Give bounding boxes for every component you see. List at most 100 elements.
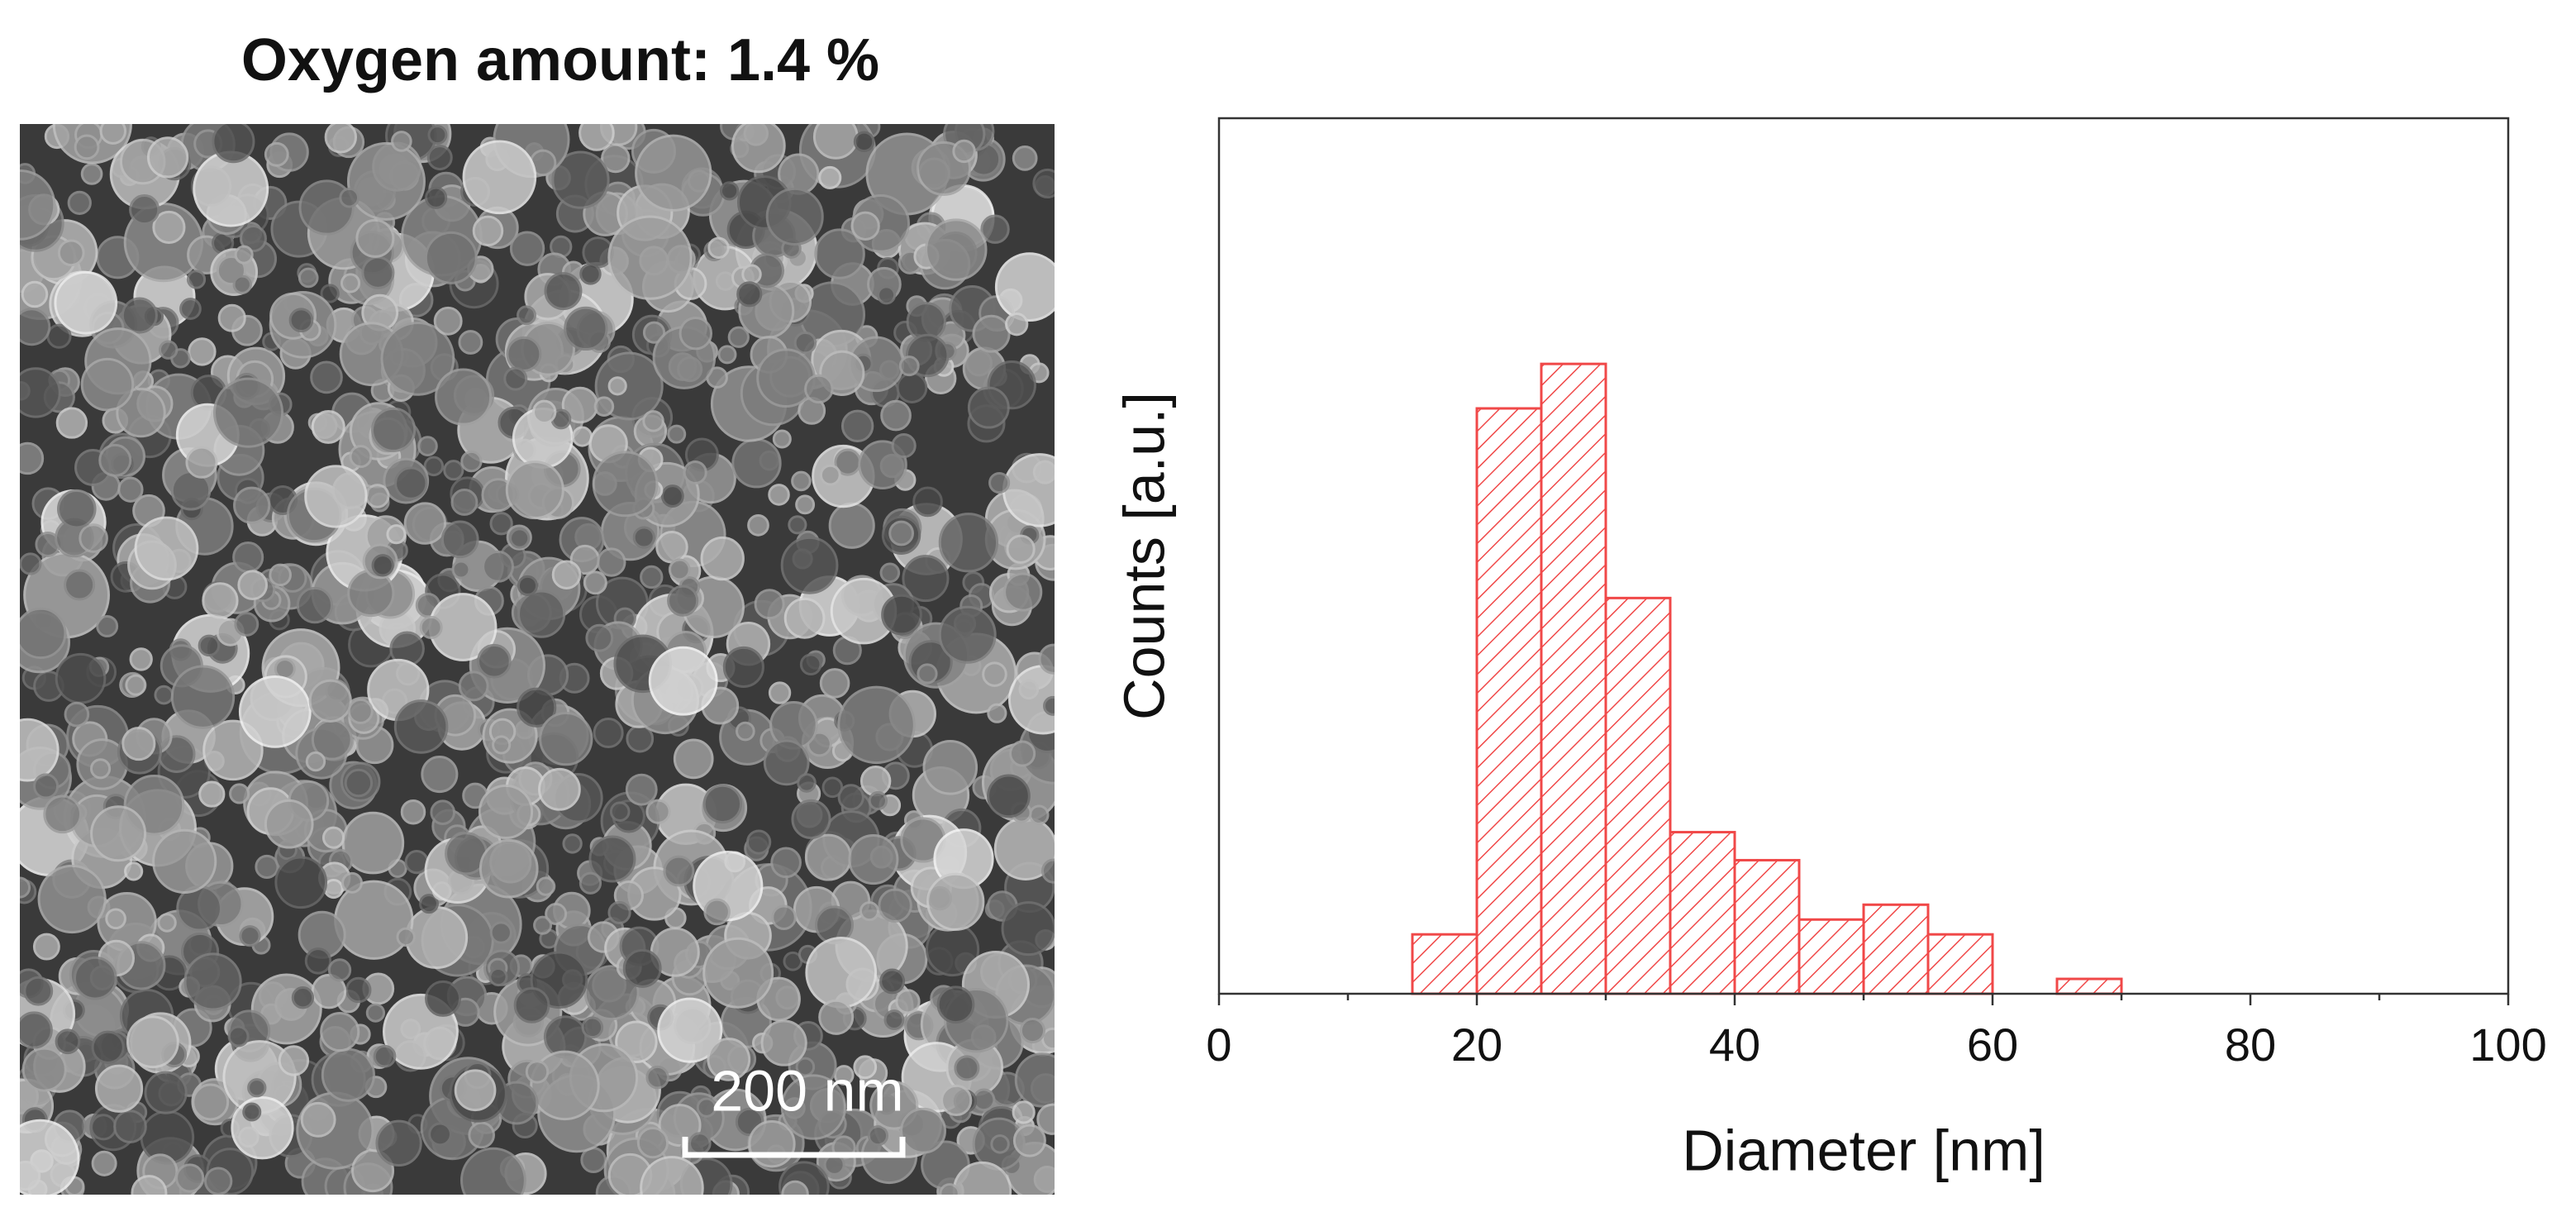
particle bbox=[812, 124, 859, 160]
particle bbox=[636, 1127, 669, 1159]
particle bbox=[896, 372, 928, 403]
particle bbox=[922, 739, 978, 795]
particle bbox=[229, 783, 250, 804]
particle bbox=[489, 921, 512, 944]
particle bbox=[642, 321, 666, 344]
bar bbox=[2055, 977, 2123, 995]
particle bbox=[304, 947, 332, 975]
particle bbox=[967, 386, 1010, 429]
particle bbox=[579, 871, 602, 895]
particle bbox=[1005, 313, 1029, 336]
particle bbox=[79, 523, 108, 553]
bar bbox=[1669, 831, 1736, 995]
particle bbox=[609, 801, 631, 823]
particle bbox=[403, 502, 447, 545]
particle bbox=[895, 989, 921, 1014]
particle bbox=[341, 871, 363, 894]
particle bbox=[424, 231, 478, 284]
particle bbox=[632, 526, 655, 549]
particle bbox=[121, 297, 158, 334]
particle bbox=[393, 699, 449, 754]
particle bbox=[364, 484, 390, 508]
particle bbox=[232, 274, 252, 294]
particle bbox=[54, 270, 118, 335]
particle bbox=[492, 735, 512, 755]
particle bbox=[1001, 901, 1055, 957]
particle bbox=[793, 331, 817, 355]
particle bbox=[717, 345, 737, 365]
particle bbox=[32, 933, 60, 961]
x-tick-label: 20 bbox=[1451, 1019, 1502, 1071]
particle bbox=[320, 284, 340, 303]
particle bbox=[994, 252, 1055, 322]
particle bbox=[428, 1122, 452, 1147]
particle bbox=[754, 589, 785, 620]
particle bbox=[683, 460, 707, 485]
particle bbox=[99, 124, 127, 145]
particle bbox=[477, 643, 512, 679]
x-tick-label: 60 bbox=[1967, 1019, 2018, 1071]
particle bbox=[883, 1009, 905, 1031]
particle bbox=[488, 966, 508, 987]
particle bbox=[768, 681, 792, 704]
particle bbox=[736, 281, 763, 308]
particle bbox=[804, 374, 834, 404]
particle bbox=[853, 1055, 878, 1080]
particle bbox=[828, 502, 875, 549]
particle bbox=[129, 194, 160, 226]
particle bbox=[700, 536, 745, 581]
particle bbox=[188, 337, 217, 366]
particle bbox=[237, 570, 268, 600]
particle bbox=[468, 1121, 496, 1149]
particle bbox=[33, 773, 60, 799]
particle bbox=[517, 687, 557, 728]
particle bbox=[747, 513, 769, 537]
x-tick-label: 0 bbox=[1206, 1019, 1231, 1071]
particle bbox=[355, 218, 395, 258]
particle bbox=[321, 826, 345, 849]
particle bbox=[625, 773, 658, 806]
particle bbox=[373, 1044, 397, 1068]
particle bbox=[891, 433, 917, 459]
particle bbox=[912, 486, 943, 518]
particle bbox=[129, 647, 153, 671]
image-title: Oxygen amount: 1.4 % bbox=[241, 27, 879, 93]
particle bbox=[482, 550, 514, 583]
particle bbox=[233, 486, 271, 524]
particle bbox=[657, 997, 723, 1063]
particle bbox=[321, 1047, 375, 1102]
particle bbox=[517, 305, 536, 326]
particle bbox=[898, 355, 920, 377]
particle bbox=[859, 765, 892, 797]
particle bbox=[667, 585, 699, 617]
particle bbox=[763, 739, 810, 786]
particle bbox=[780, 1074, 847, 1140]
particle bbox=[334, 880, 414, 960]
particle bbox=[607, 900, 631, 925]
bar bbox=[1540, 362, 1607, 995]
particle bbox=[255, 854, 279, 879]
particle bbox=[90, 1114, 117, 1141]
particle bbox=[46, 323, 72, 349]
particle bbox=[622, 948, 662, 988]
particle bbox=[91, 1150, 117, 1176]
particle bbox=[1012, 1124, 1046, 1157]
particle bbox=[234, 245, 254, 265]
particle bbox=[90, 805, 147, 862]
particle bbox=[339, 187, 360, 208]
particle bbox=[731, 438, 782, 489]
particle bbox=[37, 864, 107, 934]
particle bbox=[311, 409, 345, 444]
particle bbox=[880, 399, 912, 432]
particle bbox=[238, 675, 312, 748]
particle bbox=[117, 476, 144, 503]
particle bbox=[719, 181, 740, 201]
particle bbox=[572, 426, 593, 447]
particle bbox=[435, 368, 493, 426]
particle bbox=[371, 554, 394, 577]
particle bbox=[152, 210, 186, 245]
particle bbox=[938, 513, 999, 573]
particle bbox=[696, 1097, 717, 1118]
particle bbox=[124, 861, 144, 881]
